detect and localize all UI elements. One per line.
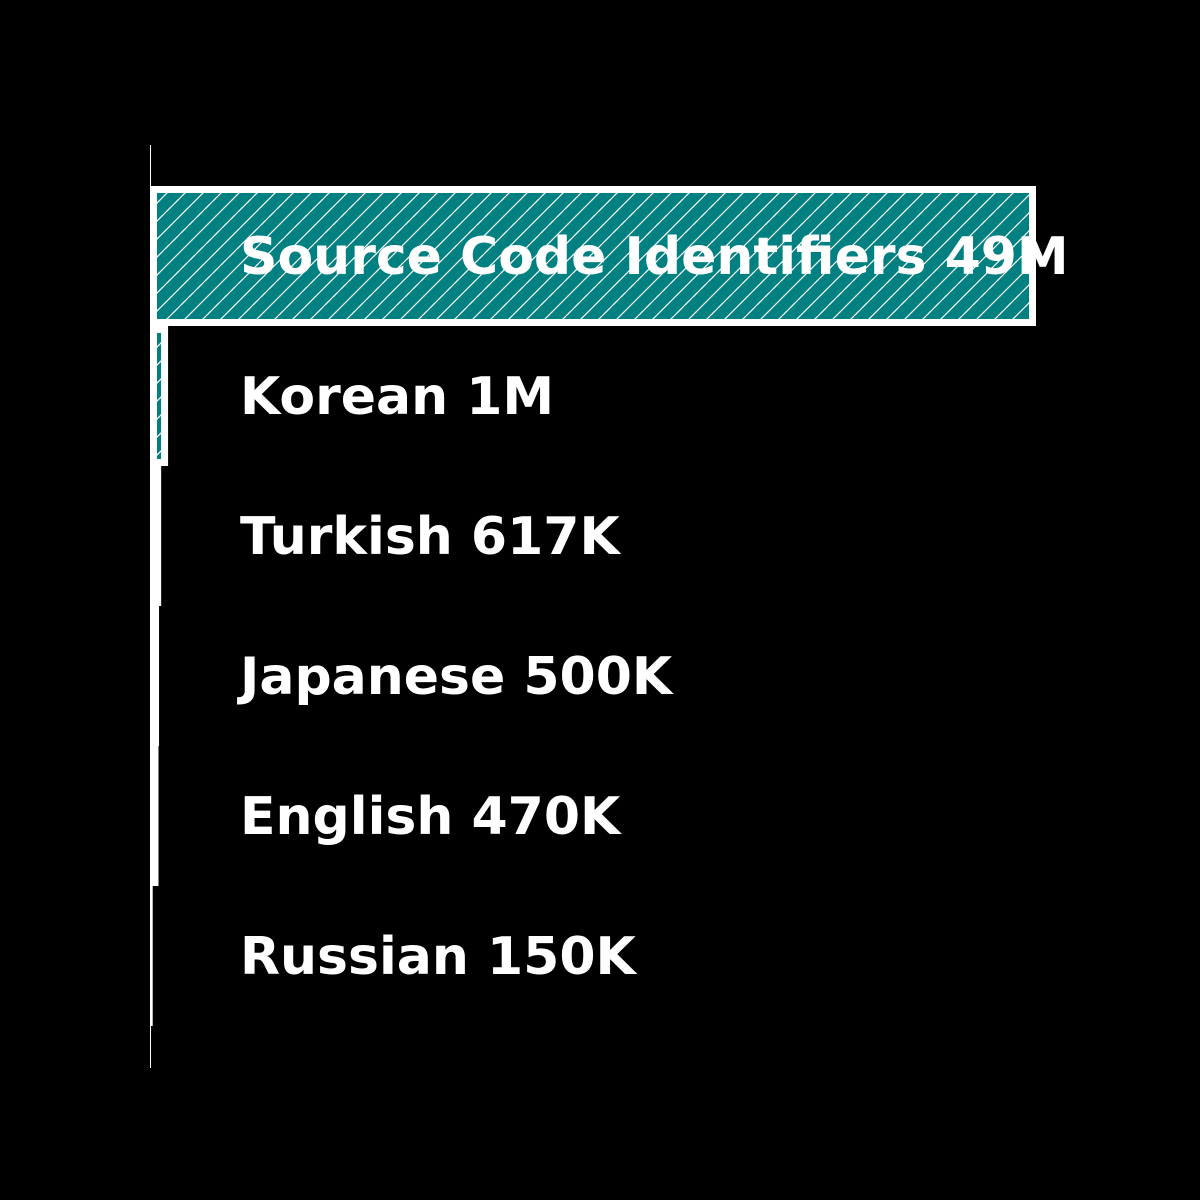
bar-label-0: Source Code Identifiers 49M xyxy=(240,227,1069,287)
bar-outline-4 xyxy=(150,746,159,886)
bar-outline-5 xyxy=(150,886,153,1026)
bar-label-3: Japanese 500K xyxy=(237,647,674,707)
bar-hatch-0 xyxy=(157,193,1029,319)
bar-hatch-1 xyxy=(157,333,162,459)
bar-label-5: Russian 150K xyxy=(240,927,638,987)
bar-outline-2 xyxy=(150,466,162,606)
bar-outline-3 xyxy=(150,606,160,746)
bar-label-2: Turkish 617K xyxy=(240,507,621,567)
bar-label-1: Korean 1M xyxy=(240,367,554,427)
bar-label-4: English 470K xyxy=(240,787,622,847)
